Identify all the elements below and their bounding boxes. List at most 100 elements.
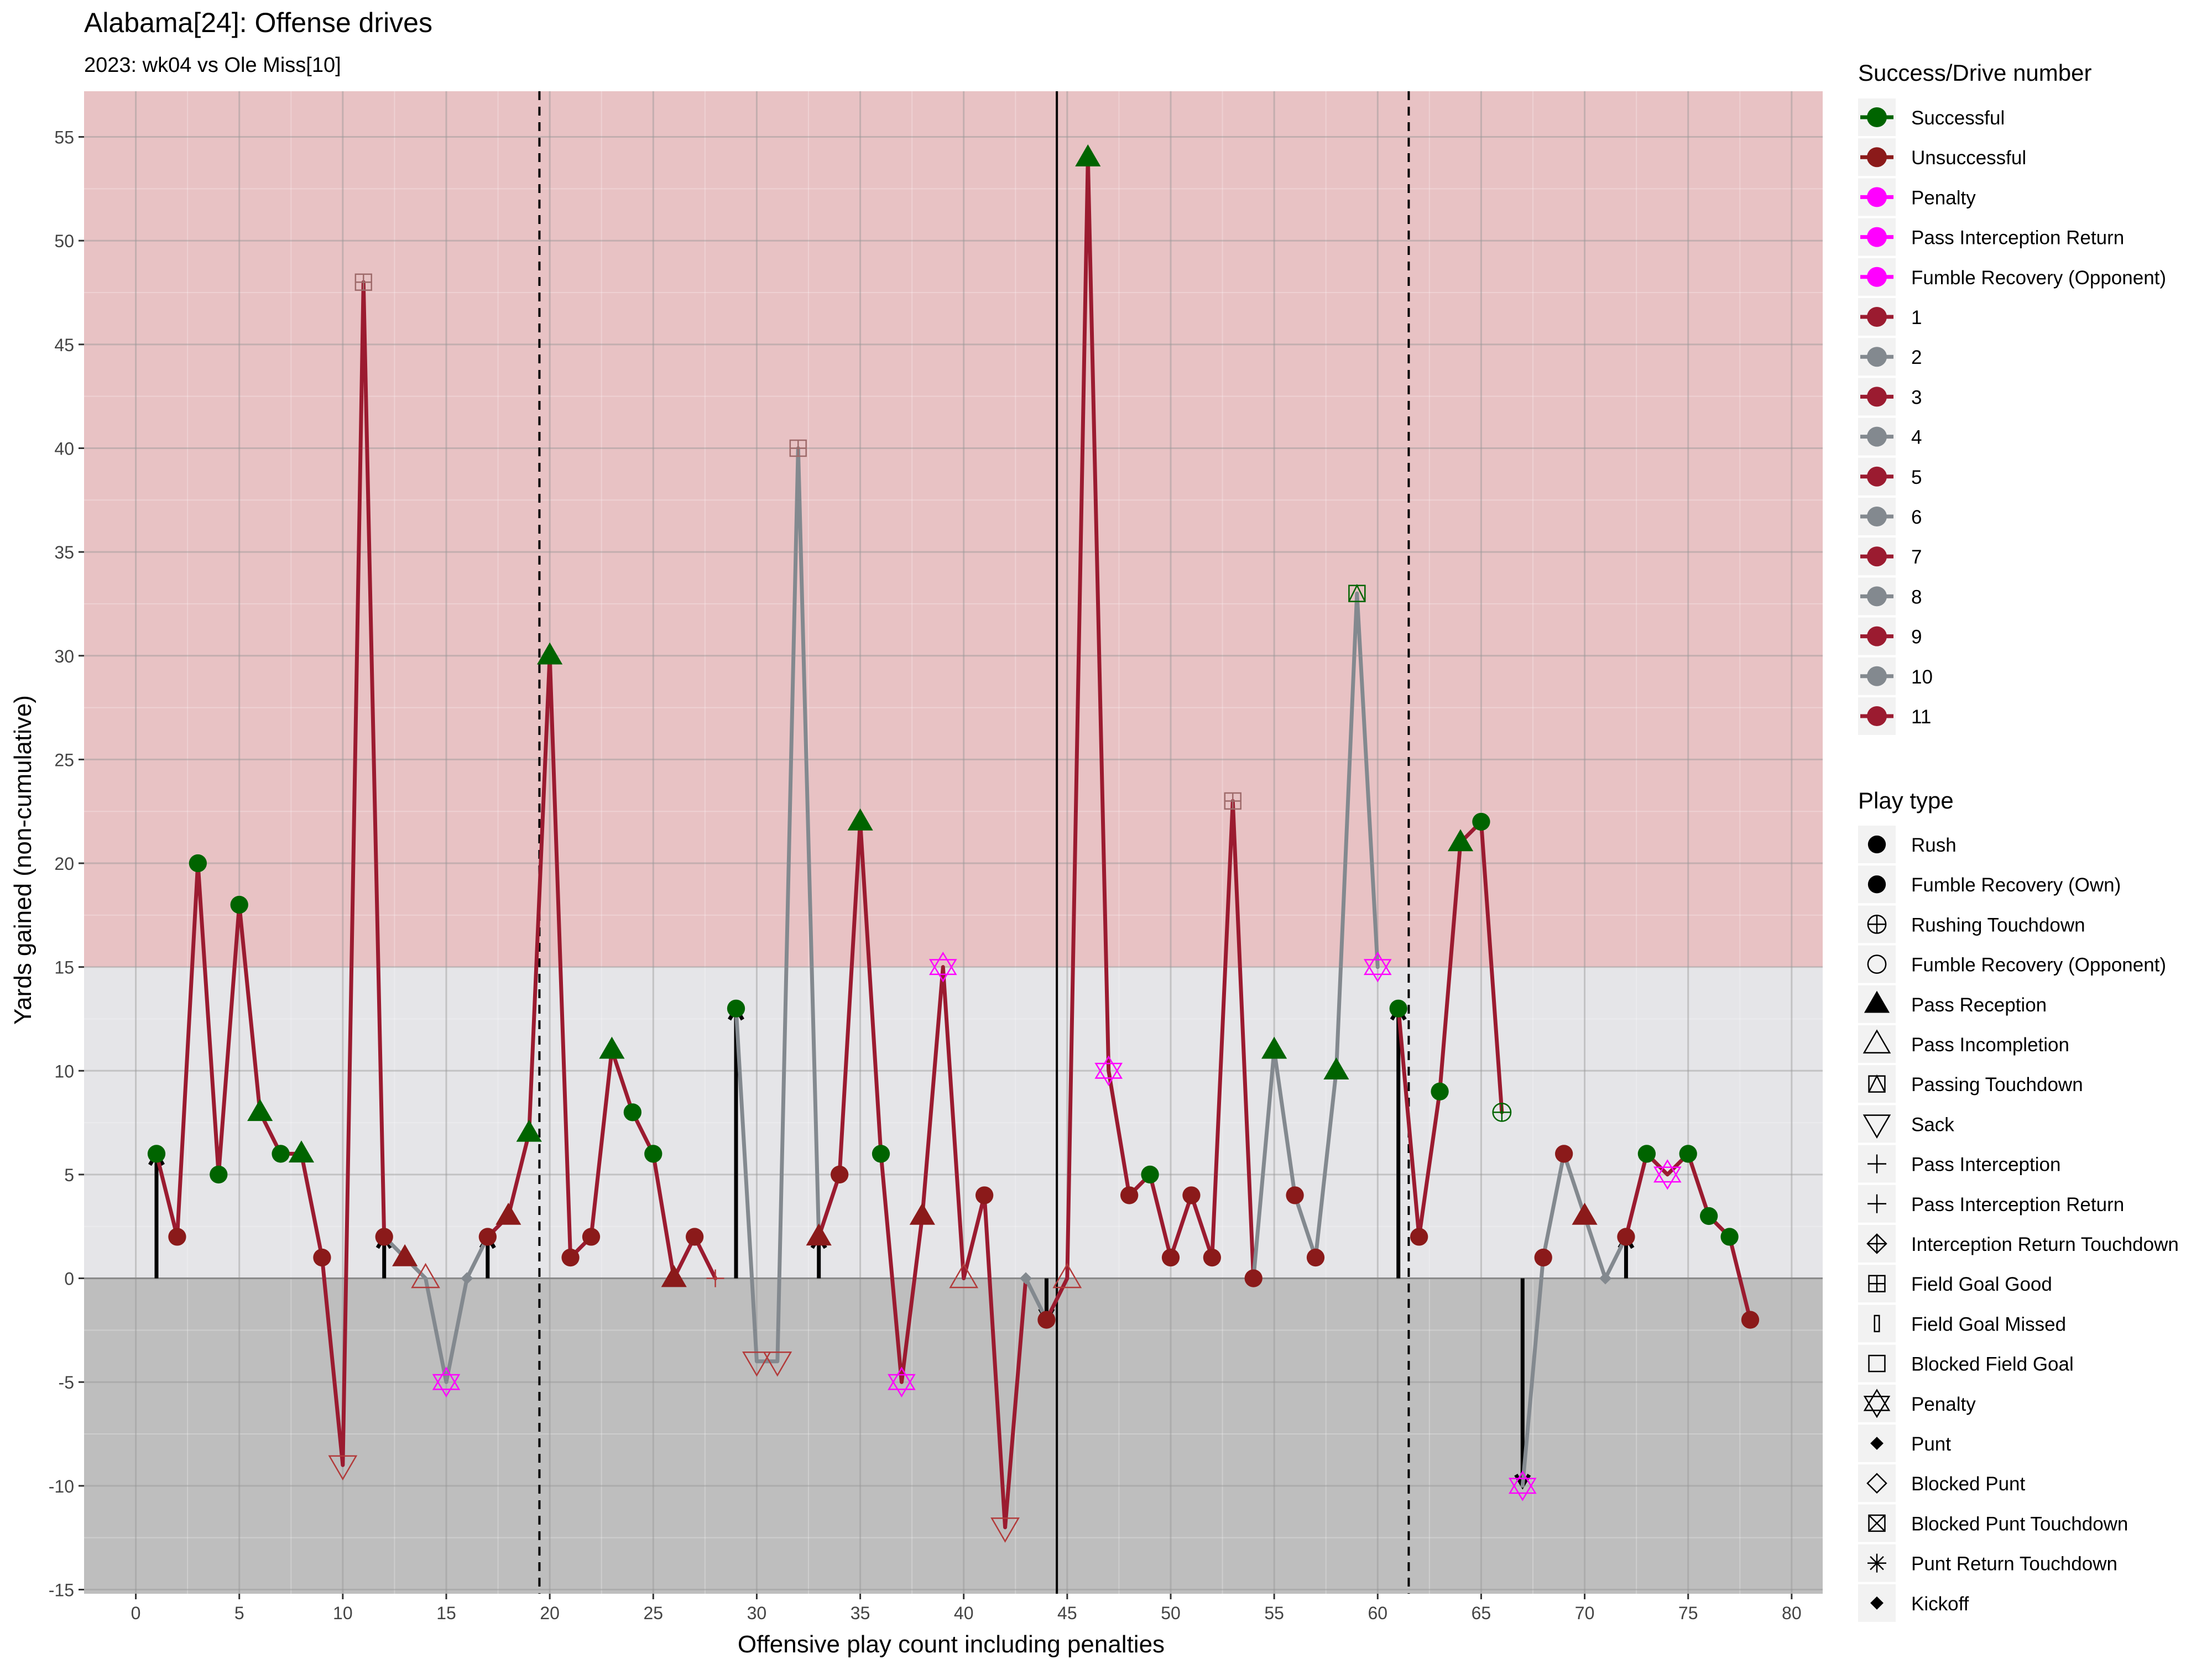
play-marker xyxy=(1572,1202,1598,1225)
marker-shape xyxy=(928,951,957,983)
legend-key-dot xyxy=(1867,227,1887,247)
marker-shape xyxy=(644,1145,662,1163)
marker-shape xyxy=(1075,144,1101,166)
marker-shape xyxy=(495,1202,521,1225)
play-marker xyxy=(147,1145,166,1163)
legend-success-title: Success/Drive number xyxy=(1858,60,2091,86)
play-marker xyxy=(1141,1165,1159,1184)
marker-shape xyxy=(1447,829,1474,852)
play-marker xyxy=(354,273,372,291)
y-tick-label: 20 xyxy=(54,854,74,874)
marker-shape xyxy=(1306,1248,1325,1267)
marker-shape xyxy=(288,1140,315,1163)
play-marker xyxy=(928,951,957,983)
legend-key-dot xyxy=(1867,267,1887,287)
legend-entry: Punt Return Touchdown xyxy=(1858,1544,2117,1582)
x-axis-label: Offensive play count including penalties xyxy=(738,1631,1165,1658)
x-tick-label: 45 xyxy=(1057,1603,1077,1623)
legend-playtype-title: Play type xyxy=(1858,787,1954,813)
play-marker xyxy=(392,1244,418,1266)
marker-shape xyxy=(1182,1186,1201,1204)
legend-entry: Sack xyxy=(1858,1105,1954,1143)
legend-key-dot xyxy=(1867,546,1887,567)
marker-shape xyxy=(1363,951,1392,983)
marker-shape xyxy=(1431,1082,1449,1100)
marker-shape xyxy=(1094,1055,1123,1087)
legend-entry: Blocked Punt xyxy=(1858,1464,2026,1503)
play-marker xyxy=(1637,1145,1656,1163)
play-marker xyxy=(478,1228,497,1246)
marker-shape xyxy=(1866,1473,1887,1494)
legend-label: 3 xyxy=(1911,387,1922,408)
x-tick-label: 25 xyxy=(643,1603,663,1623)
marker-shape xyxy=(990,1517,1020,1543)
y-tick-label: 50 xyxy=(54,231,74,251)
x-tick-label: 80 xyxy=(1782,1603,1802,1623)
marker-shape xyxy=(1203,1248,1222,1267)
marker-shape xyxy=(1867,954,1887,974)
y-tick-label: 30 xyxy=(54,646,74,666)
y-tick-label: 35 xyxy=(54,542,74,562)
play-marker xyxy=(1431,1082,1449,1100)
play-marker xyxy=(1741,1311,1760,1329)
legend-entry: 3 xyxy=(1858,378,1922,416)
play-marker xyxy=(328,1455,358,1481)
marker-shape xyxy=(1141,1165,1159,1184)
marker-shape xyxy=(411,1262,440,1288)
legend-label: Pass Reception xyxy=(1911,994,2047,1016)
marker-shape xyxy=(168,1228,186,1246)
marker-shape xyxy=(1599,1272,1612,1285)
marker-shape xyxy=(1867,1553,1886,1573)
marker-shape xyxy=(706,1269,724,1287)
legend-entry: 5 xyxy=(1858,457,1922,495)
legend-label: Blocked Punt Touchdown xyxy=(1911,1513,2128,1535)
play-marker xyxy=(599,1036,625,1059)
marker-shape xyxy=(1870,1596,1884,1610)
legend-key-dot xyxy=(1867,387,1887,407)
marker-shape xyxy=(189,854,207,873)
legend-entry: Unsuccessful xyxy=(1858,138,2026,176)
legend-key-dot xyxy=(1867,586,1887,607)
marker-shape xyxy=(1864,990,1890,1013)
marker-shape xyxy=(1286,1186,1304,1204)
legend-entry: Rushing Touchdown xyxy=(1858,905,2085,943)
marker-shape xyxy=(1161,1248,1180,1267)
marker-shape xyxy=(147,1145,166,1163)
y-axis-label: Yards gained (non-cumulative) xyxy=(9,695,36,1025)
legend-label: 6 xyxy=(1911,507,1922,528)
marker-shape xyxy=(847,808,873,831)
play-marker xyxy=(1075,144,1101,166)
play-marker xyxy=(375,1228,393,1246)
marker-shape xyxy=(1867,875,1886,894)
legend-entry: Penalty xyxy=(1858,1384,1976,1422)
play-marker xyxy=(1653,1159,1682,1190)
marker-shape xyxy=(949,1262,979,1288)
marker-shape xyxy=(375,1228,393,1246)
marker-shape xyxy=(763,1351,792,1377)
legend-entry: 7 xyxy=(1858,538,1922,576)
play-marker xyxy=(685,1228,704,1246)
play-marker xyxy=(1019,1272,1032,1285)
marker-shape xyxy=(247,1099,273,1121)
marker-shape xyxy=(355,274,372,290)
legend-key-dot xyxy=(1867,466,1887,487)
play-marker xyxy=(949,1262,979,1288)
play-marker xyxy=(1261,1036,1287,1059)
play-marker xyxy=(1120,1186,1139,1204)
marker-shape xyxy=(1870,1437,1884,1450)
play-marker xyxy=(1052,1262,1082,1288)
x-tick-label: 35 xyxy=(851,1603,870,1623)
play-marker xyxy=(288,1140,315,1163)
play-marker xyxy=(1599,1272,1612,1285)
play-marker xyxy=(872,1145,890,1163)
legend-label: Fumble Recovery (Opponent) xyxy=(1911,267,2166,289)
play-marker xyxy=(495,1202,521,1225)
marker-shape xyxy=(742,1351,771,1377)
legend-label: 4 xyxy=(1911,427,1922,448)
play-marker xyxy=(661,1265,687,1287)
play-marker xyxy=(1492,1102,1512,1122)
legend-key-dot xyxy=(1867,347,1887,367)
play-marker xyxy=(1363,951,1392,983)
marker-shape xyxy=(432,1366,461,1397)
legend-label: Pass Interception xyxy=(1911,1154,2060,1176)
